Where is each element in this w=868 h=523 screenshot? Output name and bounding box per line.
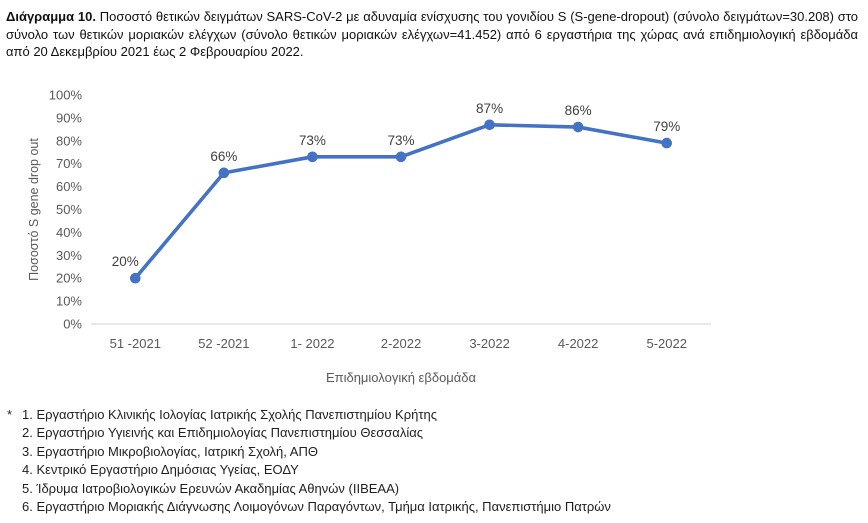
data-point-label: 66% [210, 148, 237, 163]
y-tick-label: 70% [56, 156, 82, 171]
data-point-label: 87% [476, 100, 503, 115]
footnote-asterisk: * [7, 406, 13, 422]
line-chart: 0% 10% 20% 30% 40% 50% 60% 70% 80% 90% 100% Ποσοστό… [0, 62, 868, 392]
x-axis-title: Επιδημιολογική εβδομάδα [326, 370, 477, 385]
y-tick-label: 60% [56, 179, 82, 194]
data-point-marker [661, 137, 673, 148]
y-tick-label: 90% [56, 110, 82, 125]
y-axis-title: Ποσοστό S gene drop out [27, 137, 41, 280]
data-point-marker [129, 272, 141, 283]
footnote-item: 6. Εργαστήριο Μοριακής Διάγνωσης Λοιμογό… [22, 499, 611, 514]
footnotes: * 1. Εργαστήριο Κλινικής Ιολογίας Ιατρικ… [0, 406, 868, 517]
x-tick-label: 3-2022 [469, 336, 509, 351]
y-tick-label: 10% [56, 293, 82, 308]
y-tick-label: 50% [56, 202, 82, 217]
y-tick-label: 80% [56, 133, 82, 148]
data-point-label: 73% [387, 132, 414, 147]
footnote-item: 4. Κεντρικό Εργαστήριο Δημόσιας Υγείας, … [22, 462, 299, 477]
figure-number: Διάγραμμα 10. [6, 9, 96, 24]
x-tick-label: 2-2022 [381, 336, 421, 351]
data-point-marker [395, 151, 407, 162]
y-tick-label: 20% [56, 270, 82, 285]
data-point-label: 86% [565, 103, 592, 118]
data-point-marker [484, 118, 495, 130]
data-point-label: 73% [299, 132, 326, 147]
x-tick-label: 52 -2021 [198, 336, 249, 351]
y-tick-label: 100% [49, 87, 83, 102]
s-gene-dropout-chart: 0% 10% 20% 30% 40% 50% 60% 70% 80% 90% 100% Ποσοστό… [27, 87, 711, 385]
y-tick-label: 40% [56, 224, 82, 239]
footnote-item: 5. Ίδρυμα Ιατροβιολογικών Ερευνών Ακαδημ… [22, 480, 400, 496]
y-tick-label: 0% [63, 316, 82, 331]
x-tick-label: 4-2022 [558, 336, 598, 351]
footnote-item: 1. Εργαστήριο Κλινικής Ιολογίας Ιατρικής… [22, 406, 437, 422]
data-point-marker [572, 121, 584, 132]
x-tick-label: 5-2022 [646, 336, 686, 351]
footnote-item: 2. Εργαστήριο Υγιεινής και Επιδημιολογία… [22, 425, 423, 440]
y-tick-label: 30% [56, 247, 82, 262]
data-point-marker [307, 151, 318, 162]
figure-caption: Διάγραμμα 10. Ποσοστό θετικών δειγμάτων … [0, 0, 868, 61]
data-point-label: 20% [112, 254, 139, 269]
footnote-item: 3. Εργαστήριο Μικροβιολογίας, Ιατρική Σχ… [22, 443, 318, 459]
x-tick-label: 1- 2022 [290, 336, 334, 351]
data-point-marker [218, 167, 230, 178]
x-tick-label: 51 -2021 [110, 336, 161, 351]
data-point-label: 79% [653, 119, 680, 134]
figure-caption-text: Ποσοστό θετικών δειγμάτων SARS-CoV-2 με … [6, 9, 858, 59]
